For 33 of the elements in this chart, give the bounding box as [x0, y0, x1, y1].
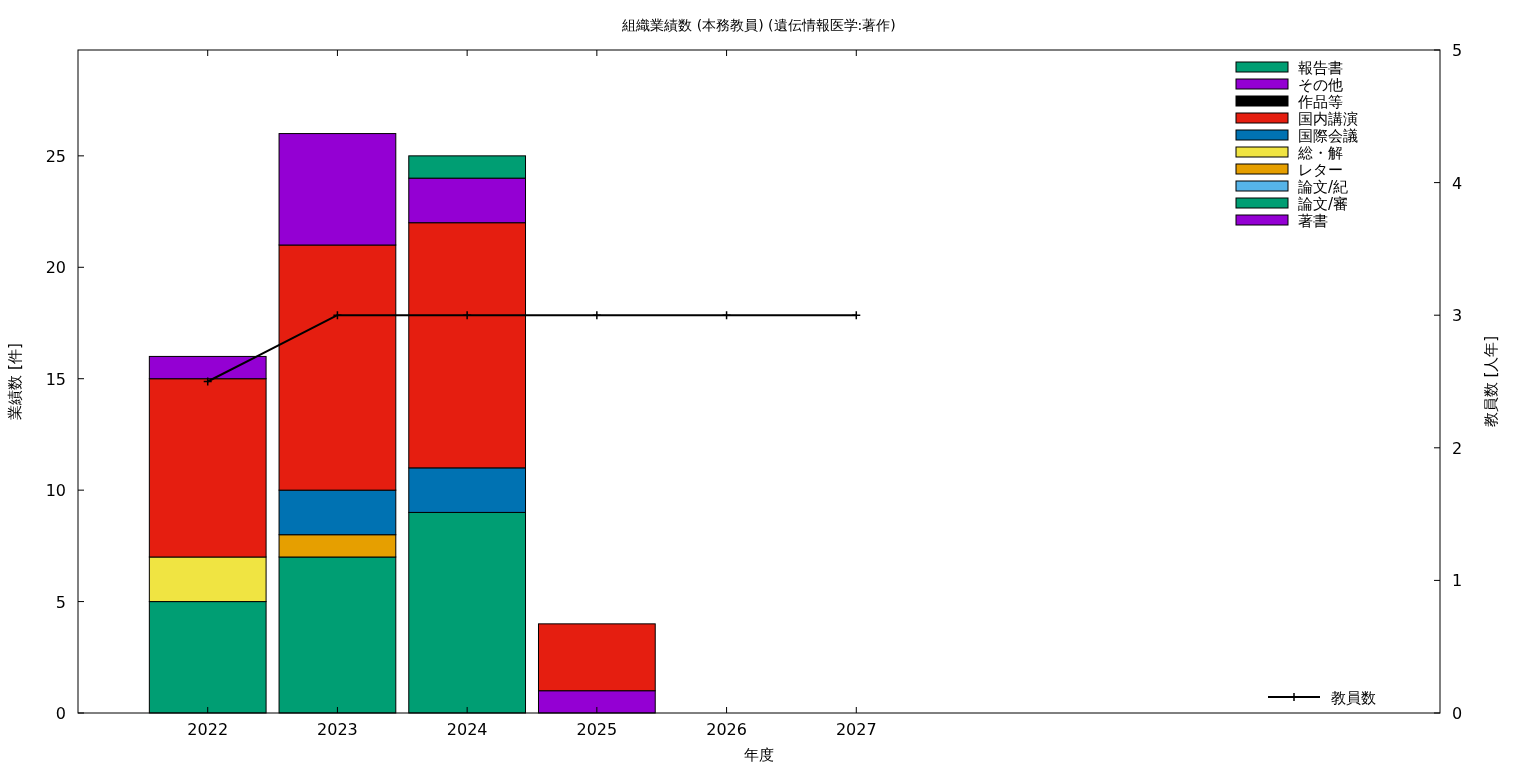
y2-tick-label: 5: [1452, 41, 1463, 60]
x-tick-label: 2027: [835, 720, 877, 739]
y-tick-label: 5: [55, 592, 66, 612]
y2-tick-label: 4: [1452, 173, 1463, 193]
y-tick-label: 0: [55, 704, 66, 723]
y-axis-title: 業績数 [件]: [6, 343, 24, 420]
y2-tick-label: 1: [1452, 571, 1463, 591]
legend-label: 国際会議: [1298, 127, 1358, 145]
y-tick-label: 10: [45, 481, 66, 501]
legend-label: 国内講演: [1298, 110, 1358, 128]
legend-label: その他: [1298, 76, 1343, 94]
legend-label: 教員数: [1331, 689, 1376, 707]
legend-label: 総・解: [1297, 144, 1343, 162]
x-tick-label: 2023: [317, 720, 358, 739]
x-tick-label: 2024: [446, 720, 488, 739]
legend-label: 著書: [1298, 212, 1328, 230]
x-tick-label: 2022: [187, 720, 229, 739]
y-tick-label: 15: [45, 369, 66, 389]
legend-label: 論文/紀: [1298, 178, 1349, 196]
y2-axis-title: 教員数 [人年]: [1482, 335, 1500, 428]
y2-tick-label: 0: [1452, 704, 1463, 723]
y2-tick-label: 2: [1452, 438, 1463, 458]
legend-label: 作品等: [1297, 93, 1343, 111]
y-tick-label: 25: [45, 146, 66, 166]
x-tick-label: 2025: [576, 720, 618, 739]
y-tick-label: 20: [45, 258, 66, 278]
legend-label: 論文/審: [1298, 195, 1349, 213]
legend-label: 報告書: [1298, 59, 1343, 77]
legend-label: レター: [1298, 161, 1343, 179]
x-tick-label: 2026: [706, 720, 747, 739]
y2-tick-label: 3: [1452, 306, 1463, 326]
chart-title: 組織業績数 (本務教員) (遺伝情報医学:著作): [621, 17, 896, 33]
x-axis-title: 年度: [744, 746, 774, 764]
